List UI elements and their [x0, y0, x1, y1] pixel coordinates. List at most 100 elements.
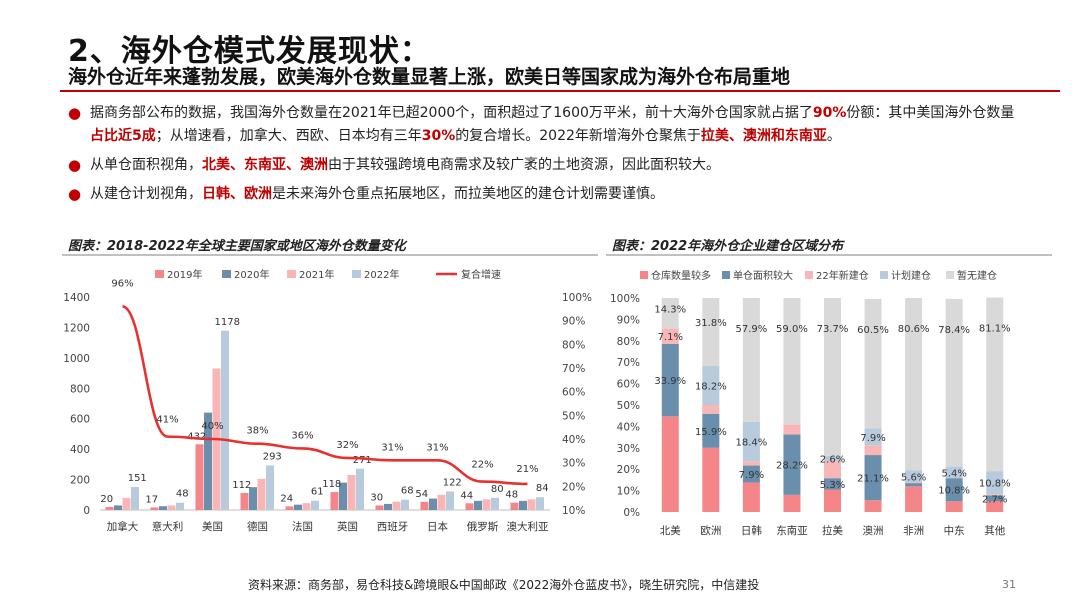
- stacked-bar-segment: [824, 478, 841, 490]
- y-tick-label: 1000: [63, 353, 90, 365]
- bar: [429, 498, 437, 510]
- bar: [330, 492, 339, 510]
- bar: [150, 507, 159, 510]
- bullet-text: 是未来海外仓重点拓展地区，而拉美地区的建仓计划需要谨慎。: [272, 186, 664, 202]
- stacked-bar-segment: [864, 455, 882, 501]
- stacked-bar-segment: [661, 298, 679, 329]
- bar: [356, 468, 364, 510]
- y2-tick-label: 90%: [562, 316, 585, 328]
- bar: [437, 494, 446, 510]
- legend-swatch: [352, 270, 361, 278]
- bar: [294, 504, 302, 510]
- stacked-bar-segment: [824, 298, 841, 456]
- stacked-bar-segment: [986, 494, 1004, 496]
- stacked-bar-segment: [702, 298, 720, 367]
- legend-label: 2022年: [364, 268, 399, 281]
- bar-value-label: 80: [491, 484, 504, 495]
- stacked-bar-segment: [986, 471, 1004, 495]
- stacked-bar-segment: [986, 297, 1004, 472]
- bullet-text: 份额：其中美国海外仓数量: [846, 105, 1015, 121]
- stacked-bar-segment: [824, 455, 841, 462]
- chart1-title-underline: [62, 254, 598, 256]
- bar: [482, 499, 491, 510]
- page-number: 31: [1002, 578, 1016, 591]
- cagr-line: [122, 305, 528, 486]
- legend-swatch: [805, 271, 813, 279]
- stacked-bar-segment: [824, 461, 841, 479]
- stacked-bar-segment: [783, 424, 801, 435]
- x-tick-label: 中东: [944, 524, 965, 537]
- bar-value-label: 61: [311, 487, 324, 498]
- chart2-title: 图表：2022年海外仓企业建仓区域分布: [612, 239, 844, 254]
- segment-value-label: 81.1%: [979, 324, 1011, 335]
- stacked-bar-segment: [905, 486, 923, 512]
- stacked-bar-segment: [661, 416, 679, 512]
- segment-value-label: 73.7%: [817, 324, 849, 335]
- bar: [527, 499, 536, 510]
- y-tick-label: 40%: [617, 421, 640, 433]
- page-subtitle: 海外仓近年来蓬勃发展，欧美海外仓数量显著上涨，欧美日等国家成为海外仓布局重地: [68, 66, 791, 88]
- bar: [302, 503, 311, 510]
- bar-value-label: 48: [176, 489, 189, 500]
- y-tick-label: 1200: [63, 322, 90, 334]
- x-tick-label: 俄罗斯: [467, 520, 499, 533]
- stacked-bar-segment: [945, 478, 963, 502]
- bar: [510, 502, 519, 510]
- bar: [105, 506, 114, 510]
- segment-value-label: 59.0%: [776, 324, 808, 335]
- bullet-text: 从建仓计划视角，: [90, 186, 202, 202]
- segment-value-label: 7.9%: [739, 470, 764, 481]
- bar-value-label: 44: [460, 490, 473, 501]
- segment-value-label: 80.6%: [898, 324, 930, 335]
- bar-value-label: 1178: [215, 317, 240, 328]
- stacked-bar-segment: [702, 405, 720, 414]
- bar-value-label: 30: [370, 492, 383, 503]
- segment-value-label: 31.8%: [695, 318, 727, 329]
- stacked-bar-segment: [661, 343, 679, 417]
- bar: [167, 505, 176, 510]
- stacked-bar-segment: [945, 501, 963, 512]
- bar: [221, 330, 229, 510]
- bar: [474, 500, 482, 510]
- stacked-bar-segment: [702, 413, 720, 448]
- legend-label: 2020年: [234, 268, 269, 281]
- y-tick-label: 800: [70, 383, 90, 395]
- bar: [392, 501, 401, 510]
- bullet-dot-icon: ●: [68, 156, 82, 174]
- segment-value-label: 2.7%: [982, 494, 1007, 505]
- stacked-bar-segment: [702, 447, 720, 512]
- bullet-text: 由于其较强跨境电商需求及较广袤的土地资源，因此面积较大。: [328, 157, 720, 173]
- stacked-bar-segment: [864, 445, 882, 456]
- bar: [240, 492, 249, 510]
- y-tick-label: 20%: [617, 464, 640, 476]
- stacked-bar-segment: [783, 434, 801, 495]
- segment-value-label: 18.2%: [695, 382, 727, 393]
- cagr-label: 21%: [516, 464, 538, 475]
- segment-value-label: 21.1%: [857, 474, 889, 485]
- legend-label: 仓库数量较多: [651, 269, 711, 282]
- bar: [311, 500, 319, 510]
- segment-value-label: 10.8%: [938, 486, 970, 497]
- x-tick-label: 日本: [427, 520, 448, 533]
- cagr-label: 32%: [336, 440, 358, 451]
- stacked-bar-segment: [945, 466, 963, 479]
- segment-value-label: 57.9%: [735, 324, 767, 335]
- y2-tick-label: 20%: [562, 481, 585, 493]
- highlight-text: 90%: [812, 105, 847, 121]
- stacked-bar-segment: [824, 489, 841, 512]
- x-tick-label: 澳大利亚: [507, 520, 549, 533]
- y-tick-label: 600: [70, 414, 90, 426]
- cagr-label: 40%: [201, 421, 223, 432]
- y-tick-label: 80%: [617, 336, 640, 348]
- bar: [375, 505, 384, 510]
- bar-value-label: 122: [443, 477, 462, 488]
- bar: [339, 482, 347, 510]
- bar-value-label: 271: [353, 455, 372, 466]
- segment-value-label: 78.4%: [938, 325, 970, 336]
- bullet-text: 从单仓面积视角，: [90, 157, 202, 173]
- bar: [446, 491, 454, 510]
- bar-value-label: 48: [505, 490, 518, 501]
- y2-tick-label: 60%: [562, 387, 585, 399]
- stacked-bar-segment: [986, 495, 1004, 502]
- x-tick-label: 日韩: [741, 524, 762, 537]
